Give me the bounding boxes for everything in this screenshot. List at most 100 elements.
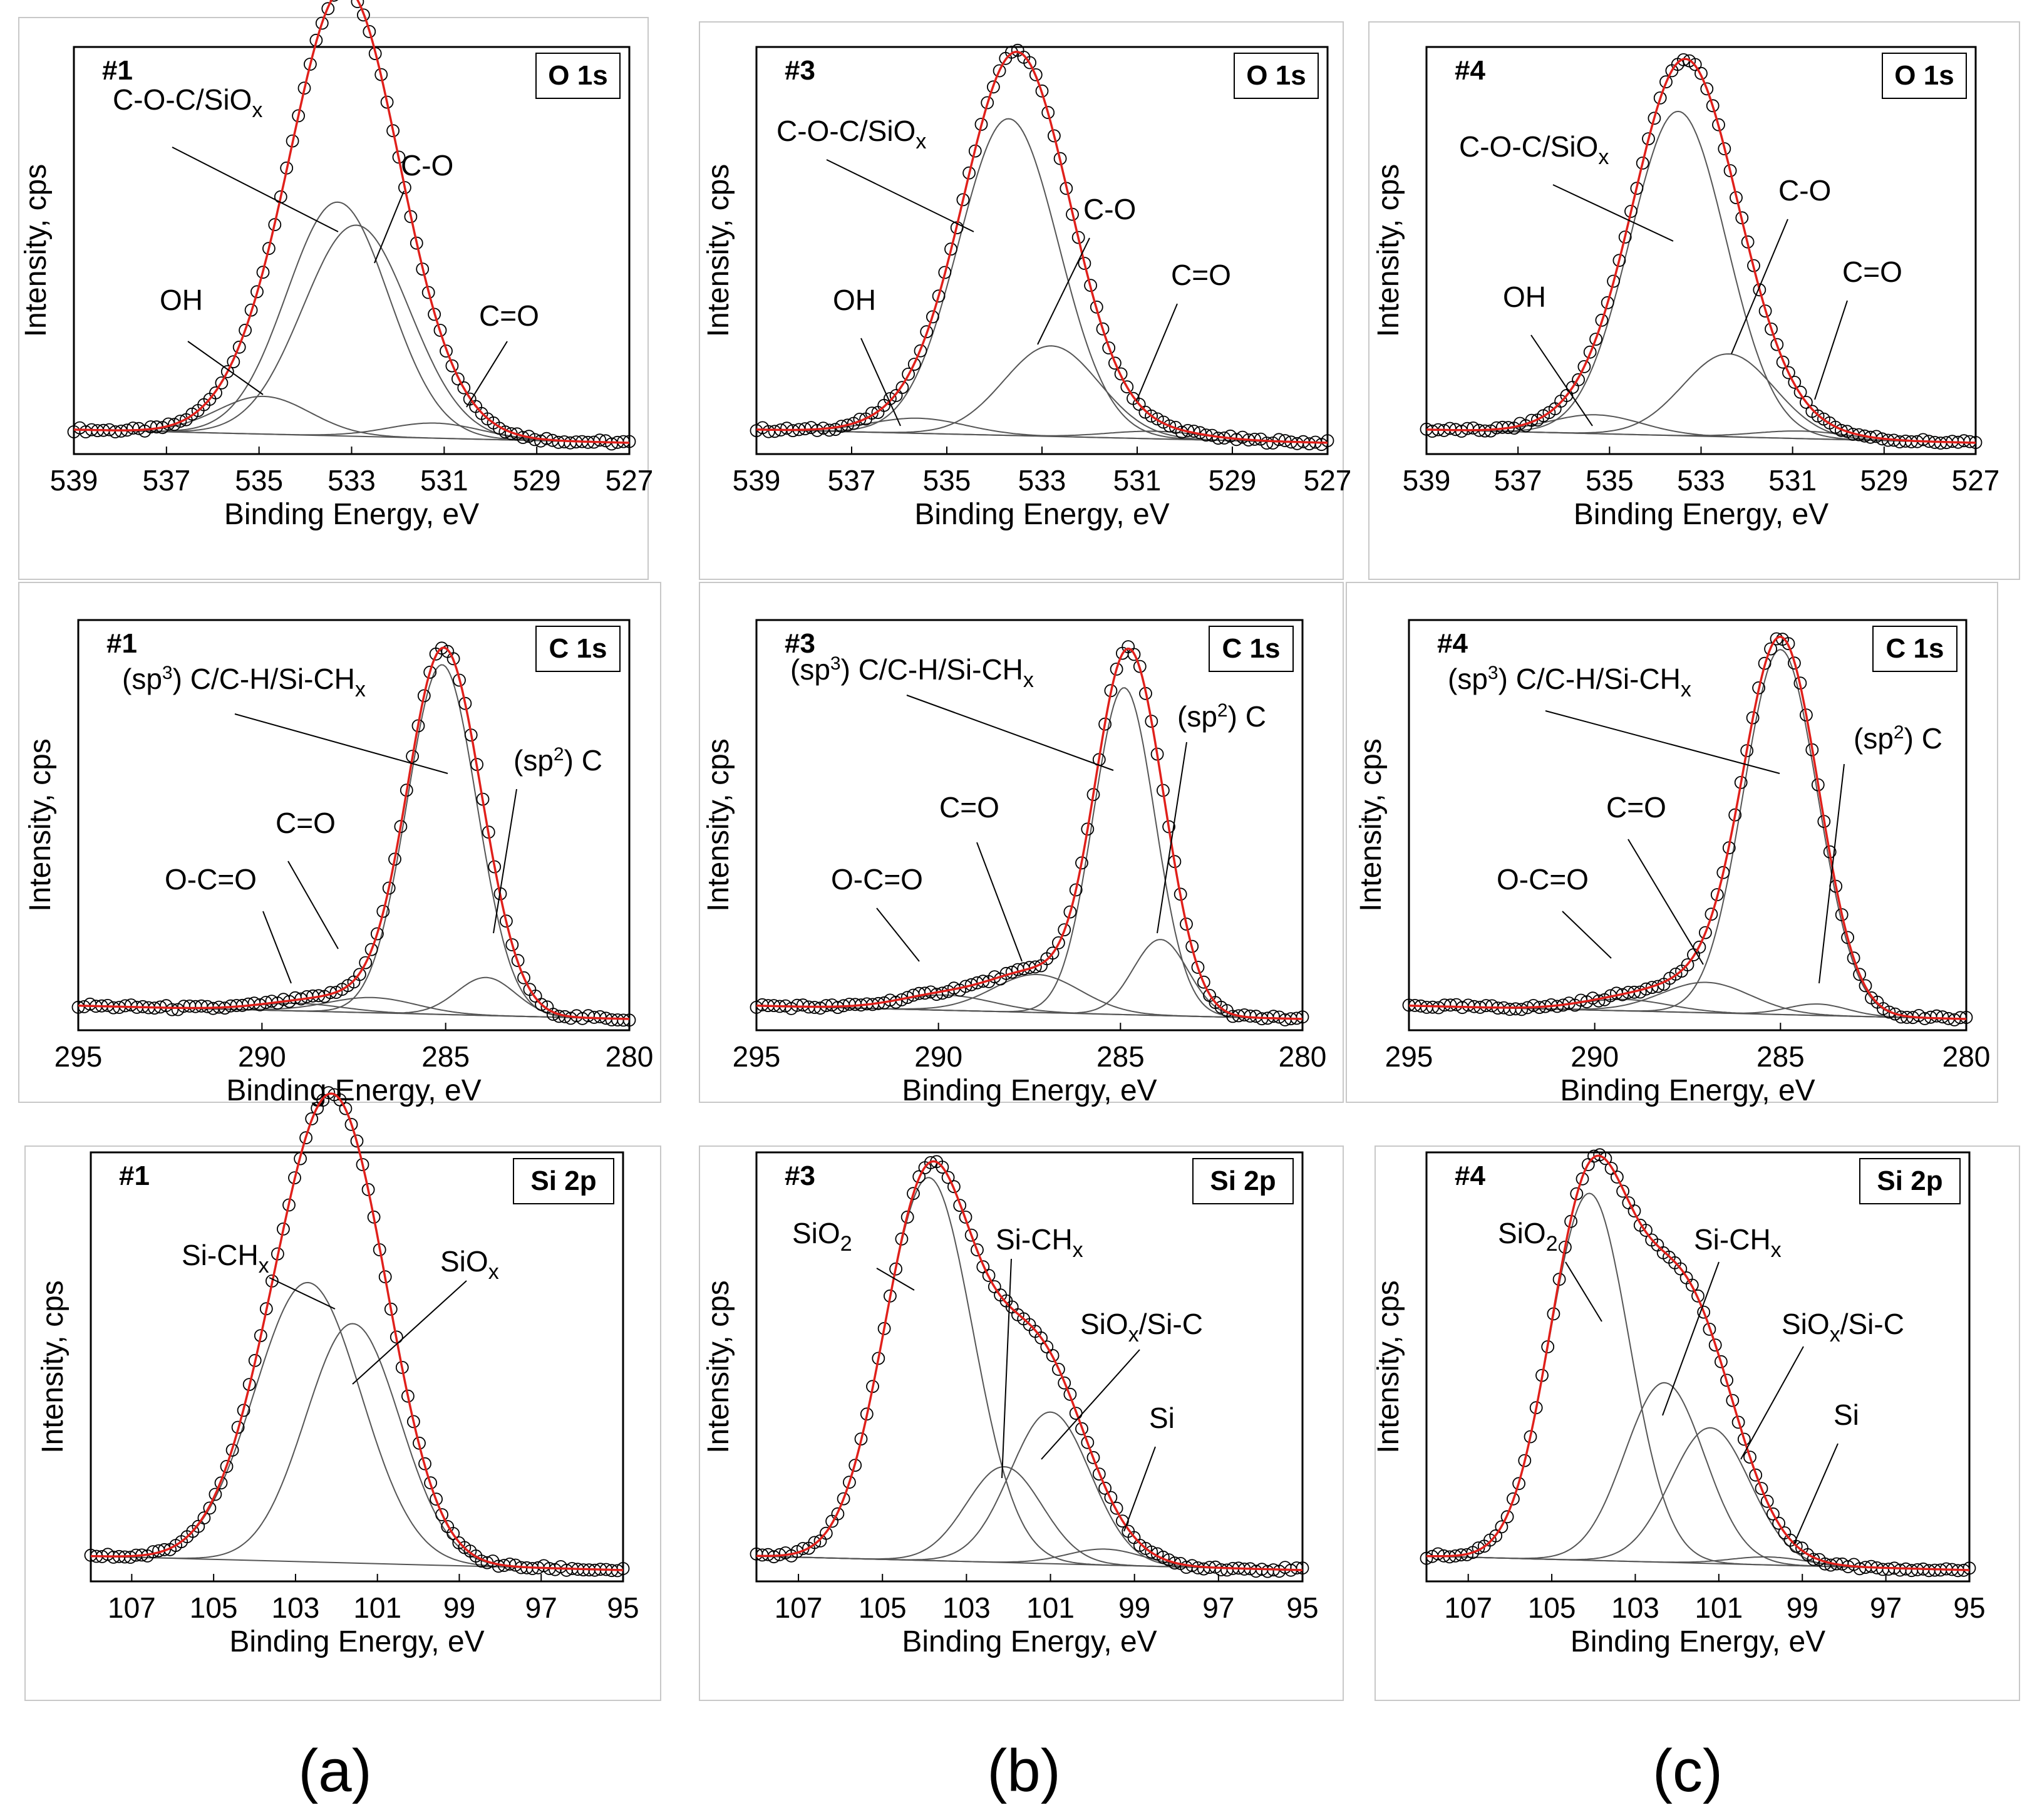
x-tick-label: 95 bbox=[1286, 1591, 1318, 1624]
plot-area bbox=[1425, 1151, 1971, 1583]
data-point bbox=[457, 381, 471, 395]
data-point bbox=[1098, 1481, 1111, 1495]
core-level-label: C 1s bbox=[1886, 633, 1944, 664]
peak-annotation: O-C=O bbox=[1497, 863, 1589, 896]
panel-frame bbox=[699, 582, 1344, 1103]
data-point bbox=[1120, 380, 1134, 394]
data-point bbox=[1755, 1482, 1768, 1496]
data-point bbox=[1697, 1305, 1711, 1319]
annotation-leader-line bbox=[876, 907, 920, 962]
data-point bbox=[423, 665, 437, 679]
x-tick-label: 280 bbox=[1279, 1040, 1327, 1073]
data-point bbox=[823, 423, 836, 437]
data-point bbox=[1150, 412, 1164, 426]
data-point bbox=[1698, 926, 1712, 939]
peak-annotation: C=O bbox=[939, 791, 999, 824]
x-tick-label: 105 bbox=[859, 1591, 907, 1624]
data-point bbox=[831, 1507, 845, 1521]
data-point bbox=[947, 1180, 961, 1194]
y-axis-label: Intensity, cps bbox=[1372, 1280, 1405, 1454]
annotation-leader-line bbox=[1740, 1346, 1804, 1460]
data-point bbox=[305, 1112, 319, 1125]
data-point bbox=[220, 365, 234, 378]
data-point bbox=[1583, 345, 1597, 359]
data-point bbox=[1524, 1430, 1537, 1444]
data-point bbox=[1714, 1355, 1728, 1368]
sample-label: #1 bbox=[102, 55, 133, 86]
data-point bbox=[209, 1487, 222, 1501]
x-tick-label: 99 bbox=[443, 1591, 475, 1624]
data-point bbox=[410, 236, 423, 250]
data-point bbox=[1639, 1224, 1653, 1237]
data-point bbox=[500, 914, 513, 928]
data-point bbox=[828, 423, 842, 437]
data-point bbox=[1648, 111, 1661, 125]
data-point bbox=[959, 1211, 972, 1224]
data-point bbox=[1688, 58, 1702, 71]
data-point bbox=[1108, 356, 1122, 370]
x-tick-label: 539 bbox=[50, 464, 98, 497]
sample-label: #3 bbox=[785, 55, 815, 86]
data-point bbox=[1607, 274, 1621, 288]
x-tick-label: 535 bbox=[923, 464, 971, 497]
data-point bbox=[173, 415, 187, 428]
annotation-leader-line bbox=[860, 338, 901, 427]
core-level-label: O 1s bbox=[548, 60, 607, 91]
x-tick-label: 527 bbox=[1952, 464, 2000, 497]
annotation-leader-line bbox=[1793, 1443, 1839, 1544]
fit-envelope bbox=[1426, 58, 1976, 444]
data-point bbox=[209, 386, 222, 400]
data-point bbox=[329, 986, 343, 999]
annotation-leader-line bbox=[1001, 1258, 1012, 1479]
x-tick-label: 531 bbox=[1113, 464, 1162, 497]
data-point bbox=[165, 1003, 179, 1016]
y-axis-label: Intensity, cps bbox=[24, 738, 57, 912]
peak-annotation: C=O bbox=[276, 807, 336, 839]
data-point bbox=[1882, 1005, 1896, 1019]
fit-envelope bbox=[78, 646, 630, 1020]
annotation-leader-line bbox=[1037, 237, 1090, 345]
sample-label: #3 bbox=[785, 1161, 815, 1191]
x-tick-label: 95 bbox=[607, 1591, 639, 1624]
data-point bbox=[974, 118, 988, 131]
data-point bbox=[321, 2, 335, 16]
x-tick-label: 295 bbox=[733, 1040, 781, 1073]
peak-annotation: (sp2​) C bbox=[1177, 700, 1266, 733]
data-point bbox=[1235, 430, 1249, 444]
data-point bbox=[1052, 936, 1065, 949]
data-point bbox=[1191, 961, 1205, 974]
x-tick-label: 105 bbox=[190, 1591, 238, 1624]
x-tick-label: 539 bbox=[733, 464, 781, 497]
data-point bbox=[458, 696, 472, 710]
data-point bbox=[1753, 283, 1767, 297]
data-point bbox=[1046, 946, 1060, 960]
data-point bbox=[203, 1501, 217, 1515]
data-point bbox=[938, 266, 952, 279]
data-point bbox=[239, 323, 252, 337]
data-point bbox=[1636, 156, 1649, 170]
x-axis-label: Binding Energy, eV bbox=[1574, 498, 1828, 531]
sample-label: #4 bbox=[1437, 628, 1468, 659]
x-axis-label: Binding Energy, eV bbox=[226, 1074, 481, 1107]
data-point bbox=[1185, 939, 1199, 953]
data-point bbox=[1133, 659, 1147, 673]
data-point bbox=[1681, 958, 1694, 971]
annotation-leader-line bbox=[493, 788, 517, 934]
data-point bbox=[1616, 1184, 1630, 1198]
y-axis-label: Intensity, cps bbox=[1372, 164, 1405, 338]
annotation-leader-line bbox=[1157, 742, 1187, 934]
data-point bbox=[315, 16, 329, 30]
data-point bbox=[1799, 396, 1813, 409]
data-point bbox=[276, 1223, 290, 1236]
peak-annotation: SiO2​ bbox=[792, 1217, 852, 1256]
data-point bbox=[1737, 1432, 1751, 1446]
data-point bbox=[843, 1476, 856, 1489]
x-axis-label: Binding Energy, eV bbox=[902, 1625, 1157, 1658]
annotation-leader-line bbox=[187, 341, 264, 395]
data-point bbox=[808, 1536, 822, 1549]
data-point bbox=[1267, 1010, 1280, 1023]
core-level-label: Si 2p bbox=[530, 1166, 596, 1196]
annotation-leader-line bbox=[262, 911, 292, 984]
peak-annotation: C-O bbox=[401, 149, 453, 182]
x-tick-label: 537 bbox=[1494, 464, 1542, 497]
